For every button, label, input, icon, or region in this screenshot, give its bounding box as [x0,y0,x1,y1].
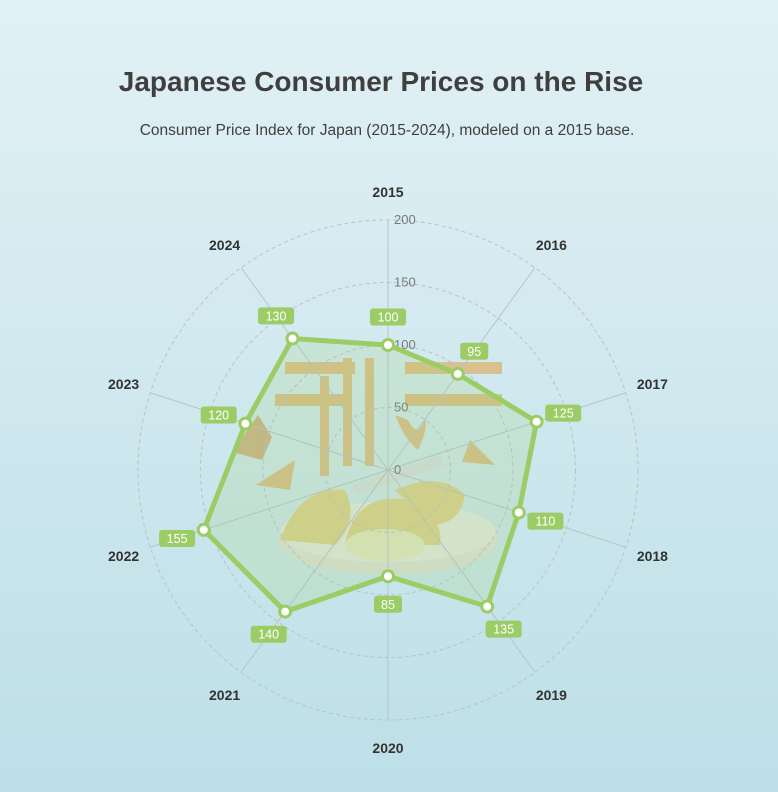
series-area [201,336,540,615]
data-label: 120 [208,408,229,422]
data-label: 125 [553,407,574,421]
category-label: 2020 [372,740,403,756]
data-point [450,366,465,381]
data-point [278,604,293,619]
radial-axis-line [387,392,626,471]
data-label-bg [370,308,406,326]
chart-title: Japanese Consumer Prices on the Rise [118,66,644,97]
radial-axis-line [387,469,626,548]
data-point [285,331,300,346]
data-label-bg [159,530,196,548]
data-point [511,505,526,520]
data-point [381,338,395,352]
data-label-bg [374,595,402,613]
radar-labels: 2015 2016 2017 2018 2019 2020 2021 2022 2023 2024… [108,184,668,756]
category-label: 2019 [536,687,567,703]
category-label: 2023 [108,376,139,392]
radial-tick-label: 150 [394,275,416,290]
radial-axis-line [150,392,389,471]
data-label-bg [485,620,522,638]
data-label: 100 [378,311,399,325]
category-label: 2017 [637,376,668,392]
radial-tick-label: 200 [394,212,416,227]
data-point [381,569,395,584]
data-label: 135 [493,623,514,637]
data-label: 155 [167,532,188,546]
data-label-bg [527,512,564,530]
data-point [480,599,495,614]
data-label-bg [258,307,295,325]
radial-axis-line [387,469,536,673]
category-label: 2018 [637,548,668,564]
data-point [529,414,544,429]
radial-axis-line [240,267,389,471]
chart-subtitle: Consumer Price Index for Japan (2015-202… [139,122,635,139]
radial-tick-label: 0 [394,462,401,477]
category-label: 2024 [209,237,240,253]
data-label-bg [250,625,287,643]
category-label: 2016 [536,237,567,253]
data-label-bg [200,406,237,424]
category-label: 2022 [108,548,139,564]
data-point [196,522,211,537]
radar-series [196,331,544,619]
data-point [238,416,253,431]
data-label-bg [460,342,489,360]
data-label: 95 [467,345,481,359]
data-label: 85 [381,598,395,612]
data-label: 140 [258,628,279,642]
data-label: 110 [535,515,555,529]
data-label: 130 [266,309,287,323]
radial-tick-label: 50 [394,400,408,415]
category-label: 2015 [372,184,403,200]
data-label-bg [545,404,582,422]
category-label: 2021 [209,687,240,703]
